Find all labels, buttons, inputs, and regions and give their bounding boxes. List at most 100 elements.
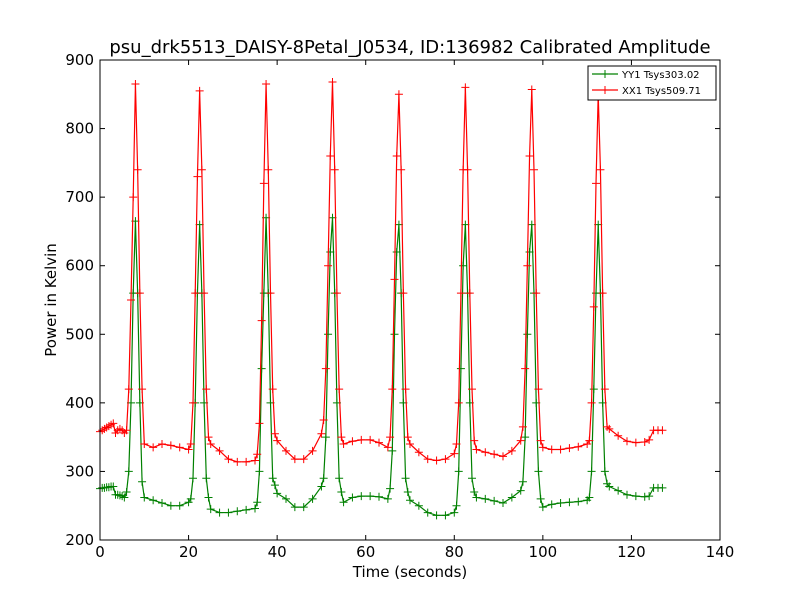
series-2-point [556, 445, 565, 454]
series-1-point [335, 474, 344, 483]
series-2-point [282, 446, 290, 455]
series-2-point [452, 440, 461, 448]
series-1-point [383, 494, 392, 503]
series-1-point [645, 492, 654, 501]
series-2-point [328, 77, 337, 86]
chart-title: psu_drk5513_DAISY-8Petal_J0534, ID:13698… [109, 37, 710, 58]
series-2-point [158, 440, 166, 448]
series-2-point [470, 436, 479, 445]
series-2-point [518, 422, 527, 431]
series-2-point [348, 437, 357, 446]
series-2-point [516, 436, 525, 445]
series-2-point [200, 289, 209, 298]
series-1-point [538, 503, 547, 512]
series-2-point [465, 289, 474, 298]
series-2-point [401, 385, 410, 394]
series-2-point [270, 429, 279, 438]
series-2-point [481, 448, 490, 457]
series-1-point [392, 248, 401, 256]
series-2-point [138, 385, 147, 394]
series-1-point [534, 467, 543, 476]
series-2-point [386, 433, 395, 442]
series-2-point [527, 85, 536, 94]
series-1-point [158, 498, 166, 507]
series-1-point [175, 501, 184, 510]
series-1-point [658, 483, 667, 492]
series-2-point [532, 289, 541, 298]
series-2-point [565, 444, 574, 453]
series-1-point [556, 498, 565, 507]
series-1-point [375, 492, 383, 501]
series-1-point [109, 482, 118, 491]
series-2-point [414, 448, 423, 457]
series-layer [96, 77, 667, 520]
series-1-point [386, 484, 395, 493]
series-1-point [140, 493, 149, 502]
series-1 [96, 213, 667, 520]
series-2-point [461, 83, 470, 92]
series-2-point [184, 445, 193, 454]
series-2-point [530, 165, 538, 174]
series-2-point [122, 426, 131, 435]
series-1-point [242, 505, 251, 514]
series-1-point [348, 493, 357, 502]
series-2-point [251, 456, 259, 465]
series-1-point [390, 330, 399, 339]
series-1-point [138, 477, 147, 486]
series-1-point [423, 508, 432, 517]
series-2-point [135, 289, 144, 298]
series-1-point [523, 330, 532, 339]
series-1-point [366, 492, 375, 501]
series-1-point [186, 494, 195, 503]
series-2-point [262, 80, 271, 88]
series-1-point [339, 498, 348, 507]
series-2-point [658, 426, 667, 435]
series-2-point [131, 80, 140, 88]
series-2-point [317, 429, 326, 438]
series-1-point [224, 508, 233, 517]
series-2-point [490, 450, 499, 459]
series-2-point [299, 455, 308, 464]
series-1-point [452, 501, 461, 510]
series-2-point [392, 152, 401, 160]
series-1-point [282, 494, 290, 503]
series-1-point [204, 493, 213, 502]
series-1-point [414, 501, 423, 510]
series-2-point [538, 443, 547, 452]
series-2-point [463, 165, 472, 174]
series-2-point [423, 455, 432, 464]
y-tick-label: 500 [65, 325, 94, 343]
legend-entries: YY1 Tsys303.02 XX1 Tsys509.71 [592, 70, 701, 97]
series-2-point [456, 289, 465, 298]
series-2-point [337, 433, 346, 442]
series-2-point [193, 172, 202, 181]
series-1-point [317, 482, 326, 491]
series-2-point [472, 445, 481, 454]
series-1-point [521, 433, 530, 442]
y-tick-label: 900 [65, 51, 94, 69]
series-2-point [109, 419, 118, 428]
series-2-point [605, 424, 614, 433]
series-1-point [124, 467, 133, 476]
legend-label: XX1 Tsys509.71 [622, 86, 701, 97]
series-2-point [257, 316, 266, 325]
series-2-point [366, 435, 375, 444]
series-2-point [326, 152, 335, 160]
series-1-point [321, 433, 330, 442]
series-1-point [149, 496, 158, 505]
series-1-point [324, 330, 333, 339]
series-1-point [547, 500, 556, 509]
series-2-point [507, 446, 516, 455]
series-1-point [536, 494, 545, 503]
series-2-point [189, 398, 197, 407]
series-2-point [255, 419, 264, 428]
series-1-point [468, 474, 476, 483]
series-1-point [518, 477, 527, 486]
series-2-point [330, 165, 339, 174]
series-2-point [375, 438, 383, 447]
series-1-point [614, 486, 623, 495]
series-2-point [264, 165, 273, 174]
series-1-point [507, 493, 516, 502]
series-1-point [308, 494, 317, 503]
series-1-point [454, 467, 463, 476]
